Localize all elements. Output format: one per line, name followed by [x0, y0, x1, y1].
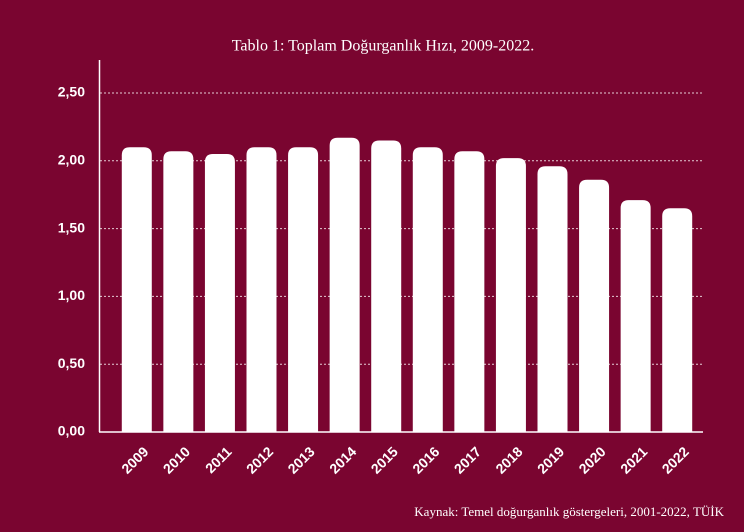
bar [163, 151, 194, 433]
y-tick-label: 1,50 [58, 219, 85, 235]
bar [662, 208, 693, 432]
y-tick-label: 2,50 [58, 84, 85, 100]
y-tick-label: 2,00 [58, 152, 85, 168]
bar [495, 158, 526, 432]
bar [579, 179, 610, 432]
y-tick-label: 1,00 [58, 287, 85, 303]
bar [620, 200, 651, 432]
y-tick-label: 0,50 [58, 355, 85, 371]
bar [454, 151, 485, 433]
chart-title: Tablo 1: Toplam Doğurganlık Hızı, 2009-2… [232, 38, 534, 55]
bar [246, 147, 277, 433]
bar [412, 147, 443, 433]
bar [288, 147, 319, 433]
bar [121, 147, 152, 433]
bar [537, 166, 568, 432]
bar [371, 140, 402, 432]
bar [204, 154, 235, 432]
source-note: Kaynak: Temel doğurganlık göstergeleri, … [414, 504, 724, 519]
bar [329, 137, 360, 433]
y-tick-label: 0,00 [58, 423, 85, 439]
